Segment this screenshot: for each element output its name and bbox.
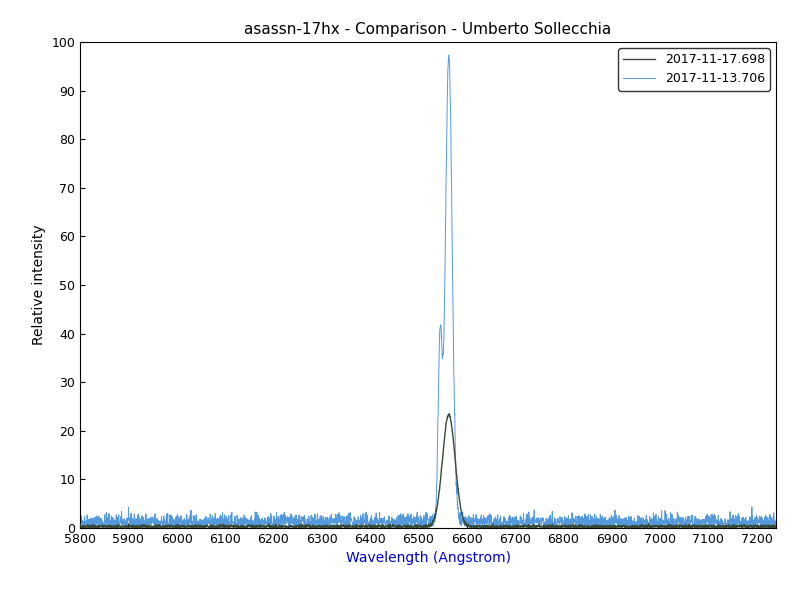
- 2017-11-13.706: [154, 518, 164, 525]
- Y-axis label: Relative intensity: Relative intensity: [32, 224, 46, 346]
- Line: 2017-11-13.706: 2017-11-13.706: [80, 55, 776, 528]
- 2017-11-17.698: [342, 523, 352, 530]
- 2017-11-17.698: [154, 523, 164, 530]
- 2017-11-13.706: [444, 52, 454, 59]
- 2017-11-17.698: [518, 524, 528, 532]
- 2017-11-13.706: [372, 518, 382, 525]
- 2017-11-13.706: [758, 516, 767, 523]
- X-axis label: Wavelength (Angstrom): Wavelength (Angstrom): [346, 551, 510, 565]
- 2017-11-17.698: [683, 523, 693, 530]
- 2017-11-13.706: [75, 517, 85, 524]
- Legend: 2017-11-17.698, 2017-11-13.706: 2017-11-17.698, 2017-11-13.706: [618, 48, 770, 91]
- 2017-11-17.698: [758, 523, 767, 530]
- Line: 2017-11-17.698: 2017-11-17.698: [80, 414, 776, 528]
- Title: asassn-17hx - Comparison - Umberto Sollecchia: asassn-17hx - Comparison - Umberto Solle…: [244, 22, 612, 37]
- 2017-11-13.706: [524, 524, 534, 532]
- 2017-11-17.698: [196, 523, 206, 530]
- 2017-11-17.698: [771, 524, 781, 531]
- 2017-11-13.706: [342, 523, 352, 530]
- 2017-11-17.698: [444, 410, 454, 418]
- 2017-11-17.698: [75, 523, 85, 530]
- 2017-11-17.698: [372, 524, 382, 532]
- 2017-11-13.706: [771, 519, 781, 526]
- 2017-11-13.706: [683, 513, 693, 520]
- 2017-11-13.706: [196, 524, 206, 531]
